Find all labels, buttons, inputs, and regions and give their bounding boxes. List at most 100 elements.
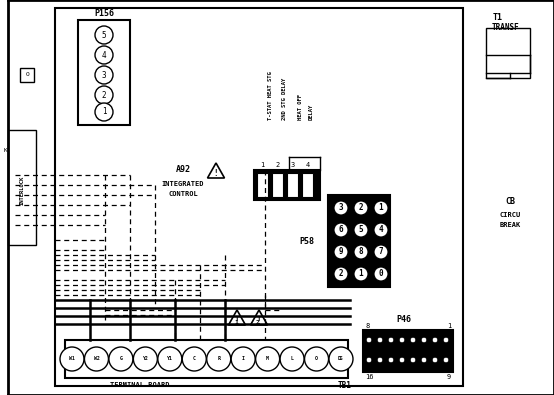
Circle shape — [95, 46, 113, 64]
Circle shape — [432, 337, 438, 343]
Circle shape — [354, 245, 368, 259]
Text: 4: 4 — [379, 226, 383, 235]
Text: CB: CB — [505, 198, 515, 207]
Text: I: I — [242, 357, 245, 361]
Text: K: K — [3, 147, 7, 152]
Circle shape — [388, 337, 394, 343]
Text: 1: 1 — [379, 203, 383, 213]
Circle shape — [419, 356, 428, 365]
Circle shape — [372, 265, 390, 283]
Text: P46: P46 — [397, 316, 412, 325]
Circle shape — [374, 201, 388, 215]
Text: 1: 1 — [447, 323, 451, 329]
Text: T-STAT HEAT STG: T-STAT HEAT STG — [269, 71, 274, 120]
Bar — [20, 68, 34, 82]
Text: 7: 7 — [379, 248, 383, 256]
Text: Y1: Y1 — [167, 357, 173, 361]
Text: HEAT OFF: HEAT OFF — [297, 94, 302, 120]
Circle shape — [95, 66, 113, 84]
Text: Y2: Y2 — [142, 357, 148, 361]
Text: 1: 1 — [102, 107, 106, 117]
Text: 1: 1 — [234, 320, 238, 325]
Circle shape — [305, 347, 329, 371]
Bar — [257, 173, 268, 197]
Circle shape — [329, 347, 353, 371]
Bar — [287, 173, 298, 197]
Circle shape — [372, 199, 390, 217]
Circle shape — [408, 335, 418, 344]
Circle shape — [60, 347, 84, 371]
Circle shape — [410, 357, 416, 363]
Text: 1: 1 — [260, 162, 265, 168]
Bar — [302, 173, 313, 197]
Text: T1: T1 — [493, 13, 503, 23]
Circle shape — [334, 267, 348, 281]
Circle shape — [374, 267, 388, 281]
Circle shape — [134, 347, 157, 371]
Circle shape — [372, 243, 390, 261]
Circle shape — [95, 86, 113, 104]
Text: DS: DS — [338, 357, 344, 361]
Text: W2: W2 — [94, 357, 99, 361]
Circle shape — [374, 223, 388, 237]
Text: BREAK: BREAK — [499, 222, 521, 228]
Text: 2: 2 — [275, 162, 280, 168]
Circle shape — [430, 356, 439, 365]
Bar — [328, 195, 390, 287]
Circle shape — [421, 357, 427, 363]
Circle shape — [352, 199, 370, 217]
Text: A92: A92 — [176, 166, 191, 175]
Text: CONTROL: CONTROL — [168, 191, 198, 197]
Text: 4: 4 — [305, 162, 310, 168]
Circle shape — [366, 357, 372, 363]
Text: P58: P58 — [300, 237, 315, 246]
Circle shape — [95, 26, 113, 44]
Circle shape — [354, 267, 368, 281]
Circle shape — [443, 337, 449, 343]
Text: 16: 16 — [365, 374, 373, 380]
Text: !: ! — [235, 316, 239, 325]
Text: R: R — [217, 357, 220, 361]
Text: P156: P156 — [94, 9, 114, 17]
Circle shape — [398, 356, 407, 365]
Text: 8: 8 — [365, 323, 370, 329]
Circle shape — [84, 347, 109, 371]
Circle shape — [95, 103, 113, 121]
Circle shape — [398, 335, 407, 344]
Text: L: L — [291, 357, 294, 361]
Text: TB1: TB1 — [338, 380, 352, 389]
Text: INTERLOCK: INTERLOCK — [19, 175, 24, 205]
Text: O: O — [25, 73, 29, 77]
Circle shape — [410, 337, 416, 343]
Circle shape — [377, 337, 383, 343]
Text: 3: 3 — [102, 70, 106, 79]
Circle shape — [366, 337, 372, 343]
Circle shape — [255, 347, 280, 371]
Text: 3: 3 — [290, 162, 295, 168]
Circle shape — [387, 356, 396, 365]
Circle shape — [365, 335, 373, 344]
Circle shape — [387, 335, 396, 344]
Circle shape — [442, 335, 450, 344]
Circle shape — [432, 357, 438, 363]
Circle shape — [419, 335, 428, 344]
Circle shape — [376, 335, 384, 344]
Circle shape — [442, 356, 450, 365]
Circle shape — [354, 223, 368, 237]
Circle shape — [399, 337, 405, 343]
Bar — [55, 8, 463, 386]
Circle shape — [388, 357, 394, 363]
Bar — [65, 340, 348, 378]
Circle shape — [354, 201, 368, 215]
Circle shape — [332, 243, 350, 261]
Text: 8: 8 — [358, 248, 363, 256]
Text: 0: 0 — [379, 269, 383, 278]
Text: W1: W1 — [69, 357, 75, 361]
Circle shape — [372, 221, 390, 239]
Text: INTEGRATED: INTEGRATED — [162, 181, 204, 187]
Circle shape — [109, 347, 133, 371]
Text: TRANSF: TRANSF — [492, 23, 520, 32]
Text: 6: 6 — [338, 226, 343, 235]
Text: 5: 5 — [102, 30, 106, 40]
Text: 2: 2 — [358, 203, 363, 213]
